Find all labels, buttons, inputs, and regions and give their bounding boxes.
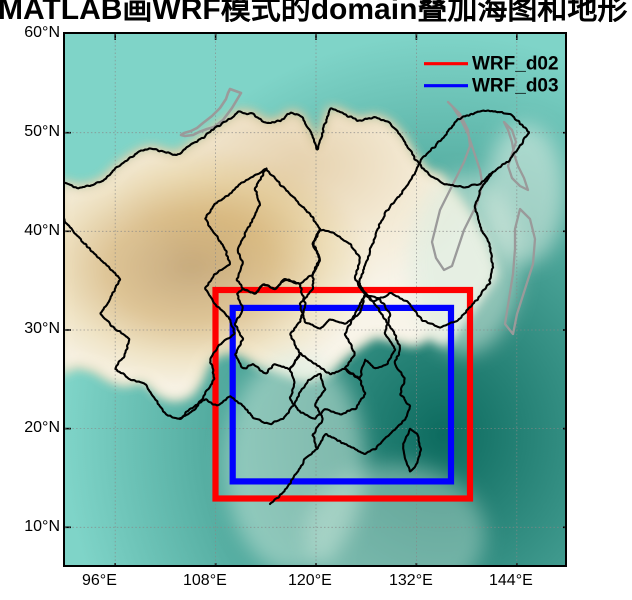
svg-text:WRF_d02: WRF_d02	[472, 54, 559, 75]
svg-text:WRF_d03: WRF_d03	[472, 76, 559, 97]
